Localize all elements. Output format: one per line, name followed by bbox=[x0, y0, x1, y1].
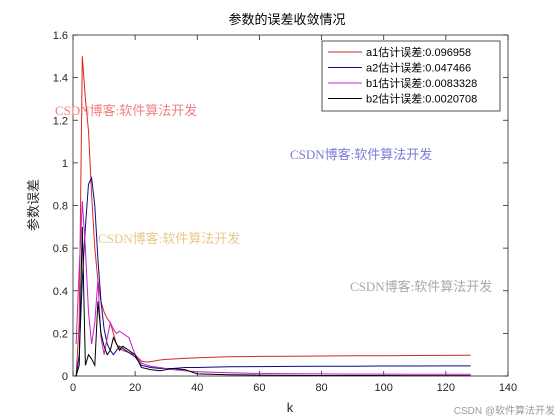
y-axis-label: 参数误差 bbox=[26, 179, 41, 231]
footer-watermark: CSDN @软件算法开发 bbox=[454, 404, 555, 417]
y-tick-label: 0.6 bbox=[53, 243, 68, 255]
legend: a1估计误差:0.096958 a2估计误差:0.047466b1估计误差:0.0… bbox=[321, 40, 501, 112]
watermark-gray: CSDN博客:软件算法开发 bbox=[350, 279, 492, 294]
y-tick-label: 1.4 bbox=[53, 73, 68, 85]
watermark-blue: CSDN博客:软件算法开发 bbox=[290, 147, 432, 162]
y-tick-label: 0 bbox=[62, 371, 68, 383]
legend-label: a2估计误差:0.047466 bbox=[366, 61, 471, 75]
legend-label: b2估计误差:0.0020708 bbox=[366, 92, 477, 106]
legend-label: a1估计误差:0.096958 bbox=[366, 45, 471, 59]
x-tick-label: 80 bbox=[315, 382, 327, 394]
series-line-3 bbox=[75, 226, 471, 377]
x-tick-label: 60 bbox=[253, 382, 265, 394]
x-tick-label: 40 bbox=[191, 382, 203, 394]
y-tick-label: 0.8 bbox=[53, 201, 68, 213]
y-tick-label: 0.2 bbox=[53, 328, 68, 340]
y-tick-label: 0.4 bbox=[53, 286, 68, 298]
series-line-1 bbox=[75, 176, 471, 377]
x-axis-label: k bbox=[287, 400, 294, 415]
y-tick-label: 1.2 bbox=[53, 115, 68, 127]
chart-title: 参数的误差收敛情况 bbox=[228, 12, 345, 27]
watermark-red: CSDN博客:软件算法开发 bbox=[55, 103, 197, 118]
series-lines bbox=[75, 56, 471, 377]
x-tick-label: 0 bbox=[70, 382, 76, 394]
x-tick-label: 20 bbox=[129, 382, 141, 394]
y-tick-label: 1.6 bbox=[53, 30, 68, 42]
y-axis: 0 0.2 0.4 0.6 0.8 1 1.2 1.4 1.6 bbox=[53, 30, 508, 383]
series-line-2 bbox=[75, 201, 471, 375]
legend-box bbox=[321, 40, 501, 112]
watermark-yellow: CSDN博客:软件算法开发 bbox=[98, 231, 240, 246]
legend-label: b1估计误差:0.0083328 bbox=[366, 76, 477, 90]
x-axis: 0 20 40 60 80 100 120 140 bbox=[70, 35, 517, 394]
x-tick-label: 100 bbox=[375, 382, 393, 394]
plot-frame bbox=[72, 34, 509, 377]
x-tick-label: 140 bbox=[499, 382, 517, 394]
y-tick-label: 1 bbox=[62, 158, 68, 170]
x-tick-label: 120 bbox=[437, 382, 455, 394]
